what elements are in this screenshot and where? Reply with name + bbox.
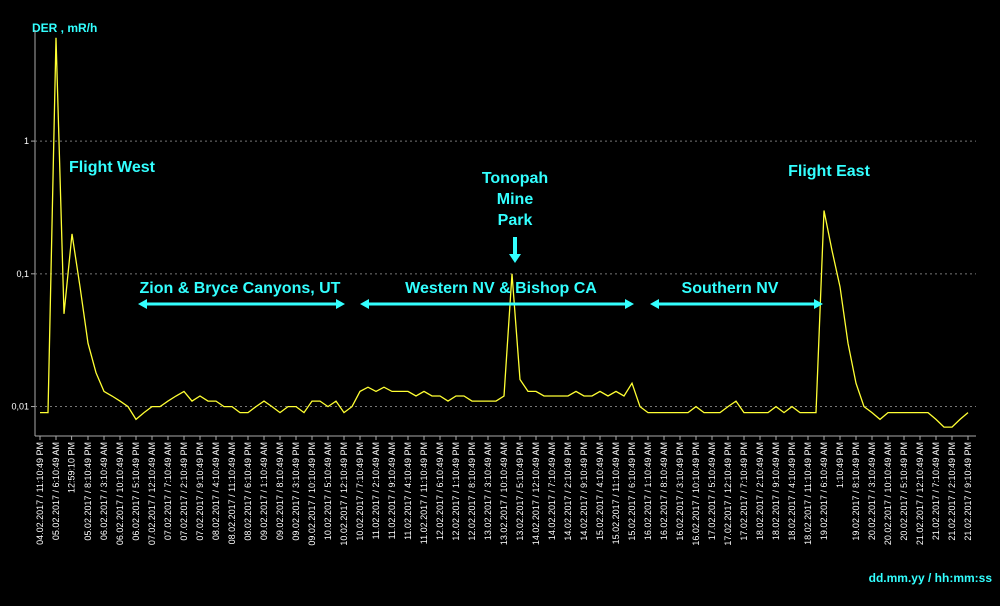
x-tick-label: 12:59:10 PM [67, 442, 77, 493]
x-tick-label: 17.02.2017 / 5:10:49 AM [707, 442, 717, 540]
x-tick-label: 18.02.2017 / 2:10:49 AM [755, 442, 765, 540]
x-tick-label: 10.02.2017 / 12:10:49 PM [339, 442, 349, 546]
x-tick-label: 1:10:49 PM [835, 442, 845, 488]
annotation: Zion & Bryce Canyons, UT [140, 280, 341, 297]
x-tick-label: 13.02.2017 / 5:10:49 PM [515, 442, 525, 541]
annotation: Western NV & Bishop CA [405, 280, 597, 297]
y-tick-label: 0,1 [16, 269, 29, 279]
x-tick-label: 05.02.2017 / 6:10:49 AM [51, 442, 61, 540]
x-tick-label: 12.02.2017 / 8:10:49 PM [467, 442, 477, 541]
x-tick-label: 12.02.2017 / 6:10:49 AM [435, 442, 445, 540]
x-tick-label: 14.02.2017 / 9:10:49 PM [579, 442, 589, 541]
x-tick-label: 09.02.2017 / 3:10:49 PM [291, 442, 301, 541]
x-tick-label: 19.02.2017 / 8:10:49 PM [851, 442, 861, 541]
x-tick-label: 21.02.2017 / 12:10:49 AM [915, 442, 925, 545]
x-tick-label: 06.02.2017 / 3:10:49 AM [99, 442, 109, 540]
x-tick-label: 08.02.2017 / 4:10:49 AM [211, 442, 221, 540]
arrow-head [509, 254, 521, 263]
x-tick-label: 13.02.2017 / 3:10:49 AM [483, 442, 493, 540]
annotation: Tonopah [482, 170, 548, 187]
x-tick-label: 08.02.2017 / 11:10:49 AM [227, 442, 237, 544]
x-tick-label: 07.02.2017 / 12:10:49 AM [147, 442, 157, 545]
x-tick-label: 10.02.2017 / 5:10:49 AM [323, 442, 333, 540]
x-tick-label: 21.02.2017 / 9:10:49 PM [963, 442, 973, 541]
x-tick-label: 07.02.2017 / 9:10:49 PM [195, 442, 205, 541]
x-tick-label: 11.02.2017 / 2:10:49 AM [371, 442, 381, 539]
x-tick-label: 11.02.2017 / 9:10:49 AM [387, 442, 397, 539]
x-tick-label: 15.02.2017 / 11:10:49 AM [611, 442, 621, 544]
x-tick-label: 16.02.2017 / 10:10:49 PM [691, 442, 701, 546]
x-tick-label: 15.02.2017 / 6:10:49 PM [627, 442, 637, 541]
x-axis-label: dd.mm.yy / hh:mm:ss [869, 571, 993, 585]
x-tick-label: 08.02.2017 / 6:10:49 PM [243, 442, 253, 541]
x-tick-label: 12.02.2017 / 1:10:49 PM [451, 442, 461, 541]
data-line [40, 37, 969, 428]
annotation: Flight West [69, 159, 156, 176]
x-tick-label: 09.02.2017 / 10:10:49 PM [307, 442, 317, 546]
x-tick-label: 16.02.2017 / 3:10:49 PM [675, 442, 685, 541]
x-tick-label: 07.02.2017 / 2:10:49 PM [179, 442, 189, 541]
annotation: Flight East [788, 163, 870, 180]
x-tick-label: 18.02.2017 / 11:10:49 PM [803, 442, 813, 545]
x-tick-label: 20.02.2017 / 10:10:49 AM [883, 442, 893, 545]
x-tick-label: 20.02.2017 / 3:10:49 AM [867, 442, 877, 540]
x-tick-label: 17.02.2017 / 12:10:49 PM [723, 442, 733, 546]
x-tick-label: 11.02.2017 / 11:10:49 PM [419, 442, 429, 544]
x-tick-label: 11.02.2017 / 4:10:49 PM [403, 442, 413, 540]
x-tick-label: 21.02.2017 / 2:10:49 PM [947, 442, 957, 541]
x-tick-label: 07.02.2017 / 7:10:49 AM [163, 442, 173, 540]
x-tick-label: 06.02.2017 / 5:10:49 PM [131, 442, 141, 541]
x-tick-label: 05.02.2017 / 8:10:49 PM [83, 442, 93, 541]
annotation: Mine [497, 191, 534, 208]
x-tick-label: 14.02.2017 / 2:10:49 PM [563, 442, 573, 541]
x-tick-label: 15.02.2017 / 4:10:49 AM [595, 442, 605, 540]
x-tick-label: 14.02.2017 / 12:10:49 AM [531, 442, 541, 545]
y-tick-label: 0,01 [11, 402, 29, 412]
annotation: Southern NV [682, 280, 779, 297]
x-tick-label: 19.02.2017 / 6:10:49 AM [819, 442, 829, 540]
x-tick-label: 09.02.2017 / 8:10:49 AM [275, 442, 285, 540]
x-tick-label: 16.02.2017 / 1:10:49 AM [643, 442, 653, 540]
x-tick-label: 09.02.2017 / 1:10:49 AM [259, 442, 269, 540]
x-tick-label: 18.02.2017 / 9:10:49 AM [771, 442, 781, 540]
x-tick-label: 13.02.2017 / 10:10:49 AM [499, 442, 509, 545]
x-tick-label: 21.02.2017 / 7:10:49 AM [931, 442, 941, 540]
x-tick-label: 20.02.2017 / 5:10:49 PM [899, 442, 909, 541]
annotation: Park [498, 212, 533, 229]
x-tick-label: 16.02.2017 / 8:10:49 AM [659, 442, 669, 540]
x-tick-label: 10.02.2017 / 7:10:49 PM [355, 442, 365, 541]
x-tick-label: 06.02.2017 / 10:10:49 AM [115, 442, 125, 545]
x-tick-label: 17.02.2017 / 7:10:49 PM [739, 442, 749, 541]
x-tick-label: 14.02.2017 / 7:10:49 AM [547, 442, 557, 540]
x-tick-label: 04.02.2017 / 11:10:49 PM [35, 442, 45, 545]
y-tick-label: 1 [24, 136, 29, 146]
x-tick-label: 18.02.2017 / 4:10:49 PM [787, 442, 797, 541]
y-axis-label: DER , mR/h [32, 21, 97, 35]
